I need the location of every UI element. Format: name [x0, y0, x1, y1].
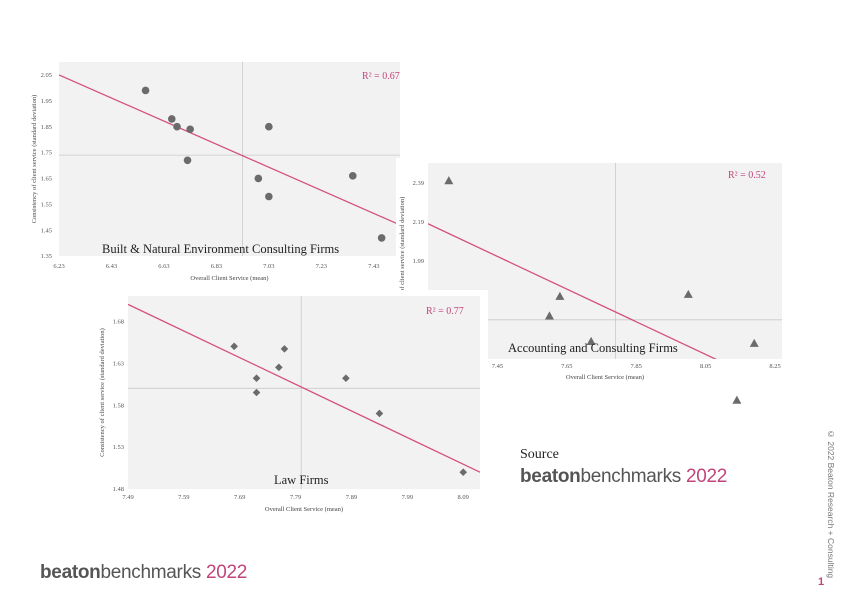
copyright-notice: © 2022 Beaton Research + Consulting — [826, 429, 836, 579]
y-tick-label: 1.58 — [113, 402, 124, 409]
data-point — [683, 289, 693, 298]
data-point — [254, 174, 263, 183]
y-axis-label: Consistency of client service (standard … — [99, 328, 106, 457]
y-tick-label: 1.99 — [413, 258, 424, 265]
r-squared-annotation: R² = 0.52 — [728, 170, 766, 181]
y-tick-label: 1.65 — [41, 176, 52, 183]
chart-title: Accounting and Consulting Firms — [508, 341, 678, 355]
data-point — [186, 125, 194, 134]
y-tick-label: 1.68 — [113, 318, 124, 325]
brand-part-year: 2022 — [685, 466, 728, 487]
trend-line — [128, 303, 480, 473]
data-point — [459, 468, 468, 477]
data-point — [183, 156, 192, 165]
x-tick-label: 7.85 — [631, 363, 642, 370]
x-tick-label: 6.63 — [158, 263, 169, 270]
data-point — [544, 311, 554, 320]
data-point — [275, 363, 283, 372]
x-tick-label: 7.49 — [122, 494, 133, 501]
x-tick-label: 7.89 — [346, 494, 357, 501]
x-tick-label: 7.99 — [402, 494, 413, 501]
plot-area — [59, 62, 400, 256]
x-tick-label: 8.05 — [700, 363, 711, 370]
plot-area — [128, 296, 480, 489]
y-tick-label: 1.45 — [41, 227, 52, 234]
y-tick-label: 1.55 — [41, 201, 52, 208]
chart-panel-accounting-consulting: 7.457.657.858.058.251.591.791.992.192.39… — [396, 158, 788, 404]
data-point — [555, 291, 565, 300]
data-point — [749, 338, 759, 347]
r-squared-annotation: R² = 0.77 — [426, 306, 464, 317]
y-tick-label: 2.05 — [41, 72, 52, 79]
y-tick-label: 1.48 — [113, 486, 124, 493]
data-point — [732, 395, 742, 404]
chart-law-firms: 7.49 7.59 7.69 7.79 7.89 7.99 8.09 1.48 1.53 1.58… — [99, 296, 480, 513]
data-point — [348, 172, 357, 180]
x-tick-label: 7.79 — [290, 494, 301, 501]
page-number: 1 — [818, 576, 825, 588]
y-axis-label: Consistency of client service (standard … — [31, 95, 38, 224]
brand-part-benchmarks: benchmarks — [100, 562, 201, 583]
y-axis-label: Consistency of client service (standard … — [399, 197, 406, 326]
y-tick-label: 2.39 — [413, 180, 424, 187]
x-tick-label: 8.09 — [458, 494, 469, 501]
data-point — [280, 345, 289, 353]
x-tick-label: 7.03 — [263, 263, 274, 270]
chart-panel-law-firms: 7.49 7.59 7.69 7.79 7.89 7.99 8.09 1.48 1.53 1.58… — [96, 290, 488, 518]
x-tick-label: 6.83 — [211, 263, 222, 270]
data-point — [377, 234, 386, 242]
source-label: Source — [520, 447, 559, 462]
trend-group — [59, 74, 400, 226]
chart-title: Law Firms — [274, 473, 329, 487]
source-brand-logo: beatonbenchmarks 2022 — [520, 466, 727, 488]
trend-line — [428, 223, 717, 359]
data-point — [141, 86, 150, 95]
chart-built-environment: 6.23 6.43 6.63 6.83 7.03 7.23 7.43 1.35 1.45 1.55… — [31, 62, 400, 282]
y-tick-label: 1.63 — [113, 360, 124, 367]
x-tick-label: 7.69 — [234, 494, 245, 501]
x-tick-label: 7.45 — [492, 363, 503, 370]
data-point — [173, 122, 181, 131]
y-tick-label: 1.53 — [113, 444, 124, 451]
x-tick-label: 7.59 — [178, 494, 189, 501]
trend-group — [428, 223, 717, 359]
brand-part-year: 2022 — [205, 562, 248, 583]
trend-group — [128, 303, 480, 473]
data-point — [252, 388, 261, 397]
x-tick-label: 8.25 — [769, 363, 780, 370]
data-point — [444, 176, 454, 185]
chart-panel-built-environment: 6.23 6.43 6.63 6.83 7.03 7.23 7.43 1.35 1.45 1.55… — [28, 58, 400, 284]
brand-part-benchmarks: benchmarks — [580, 466, 681, 487]
x-tick-label: 6.43 — [106, 263, 117, 270]
x-axis-label: Overall Client Service (mean) — [566, 374, 644, 381]
brand-part-beaton: beaton — [40, 562, 101, 583]
y-tick-label: 1.85 — [41, 124, 52, 131]
chart-title: Built & Natural Environment Consulting F… — [102, 242, 339, 256]
y-tick-label: 1.95 — [41, 98, 52, 105]
brand-part-beaton: beaton — [520, 466, 581, 487]
trend-line — [59, 74, 400, 226]
x-tick-label: 7.65 — [561, 363, 572, 370]
y-tick-label: 1.75 — [41, 150, 52, 157]
data-point — [265, 192, 273, 201]
data-point — [167, 115, 176, 123]
footer-brand-logo: beatonbenchmarks 2022 — [40, 562, 247, 584]
data-point — [265, 122, 273, 131]
y-tick-label: 1.35 — [41, 253, 52, 260]
x-axis-label: Overall Client Service (mean) — [265, 506, 343, 513]
x-axis-label: Overall Client Service (mean) — [190, 275, 268, 282]
data-point — [586, 336, 596, 345]
x-tick-label: 6.23 — [53, 263, 64, 270]
x-tick-label: 7.23 — [316, 263, 327, 270]
x-tick-label: 7.43 — [368, 263, 379, 270]
r-squared-annotation: R² = 0.67 — [362, 71, 400, 82]
y-tick-label: 2.19 — [413, 219, 424, 226]
